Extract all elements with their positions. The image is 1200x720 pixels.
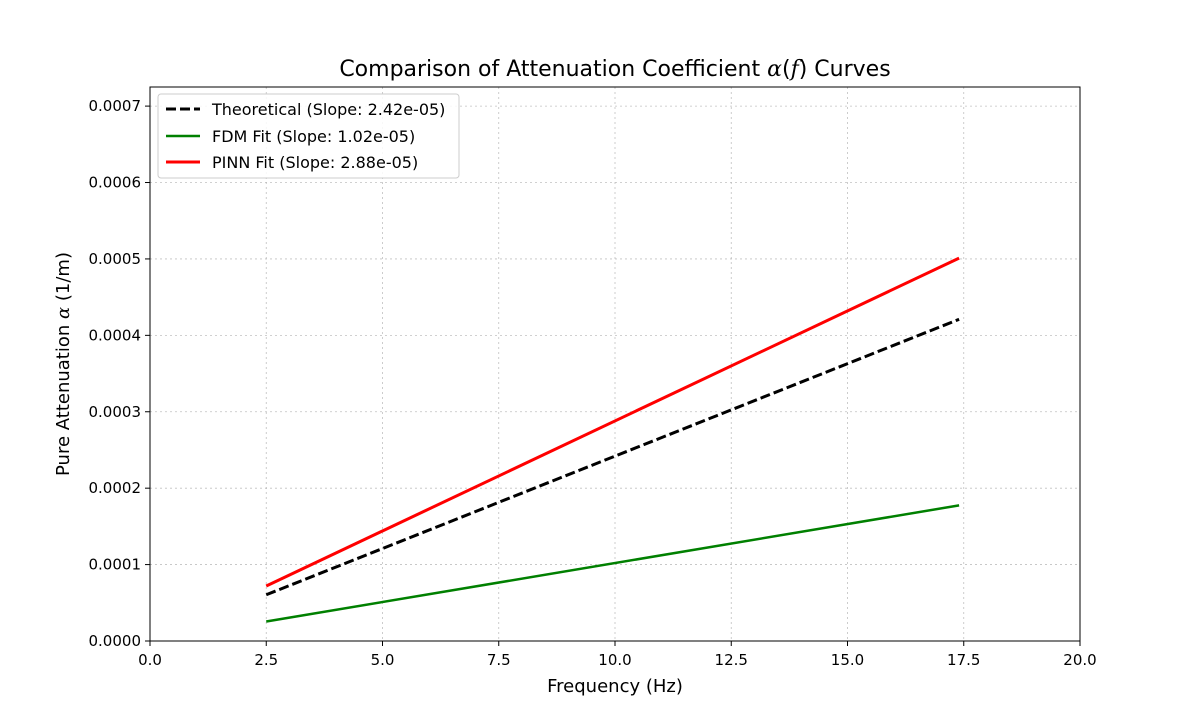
y-axis-ticks: 0.0000 0.0001 0.0002 0.0003 0.0004 0.0005 0.00…: [89, 97, 150, 650]
x-tick-label: 10.0: [598, 651, 631, 669]
series-line-theoretical: [265, 317, 960, 597]
x-tick-label: 15.0: [831, 651, 864, 669]
x-tick-label: 5.0: [371, 651, 395, 669]
series-line-fdm: [266, 504, 960, 623]
y-tick-label: 0.0004: [89, 326, 142, 344]
y-axis-label: Pure Attenuation α (1/m): [53, 252, 74, 476]
y-tick-label: 0.0007: [89, 97, 142, 115]
y-tick-label: 0.0003: [89, 403, 142, 421]
legend: Theoretical (Slope: 2.42e-05) FDM Fit (S…: [157, 93, 460, 179]
legend-box: [157, 93, 460, 179]
series-layer: [265, 256, 960, 623]
y-tick-label: 0.0002: [89, 479, 142, 497]
x-axis-label: Frequency (Hz): [547, 676, 683, 697]
x-tick-label: 20.0: [1063, 651, 1096, 669]
x-tick-label: 2.5: [254, 651, 278, 669]
legend-label-pinn: PINN Fit (Slope: 2.88e-05): [212, 153, 418, 172]
chart-title: Comparison of Attenuation Coefficient α(…: [339, 57, 890, 82]
x-tick-label: 0.0: [138, 651, 162, 669]
y-tick-label: 0.0005: [89, 250, 142, 268]
x-tick-label: 17.5: [947, 651, 980, 669]
legend-label-fdm: FDM Fit (Slope: 1.02e-05): [212, 127, 415, 146]
grid-lines: [149, 87, 1081, 642]
series-line-pinn: [265, 256, 960, 588]
y-tick-label: 0.0001: [89, 556, 142, 574]
x-axis-ticks: 0.0 2.5 5.0 7.5 10.0 12.5 15.0 17.5 20.0: [138, 641, 1097, 669]
y-tick-label: 0.0006: [89, 174, 142, 192]
y-tick-label: 0.0000: [89, 632, 142, 650]
legend-label-theoretical: Theoretical (Slope: 2.42e-05): [211, 100, 445, 119]
x-tick-label: 12.5: [715, 651, 748, 669]
x-tick-label: 7.5: [487, 651, 511, 669]
